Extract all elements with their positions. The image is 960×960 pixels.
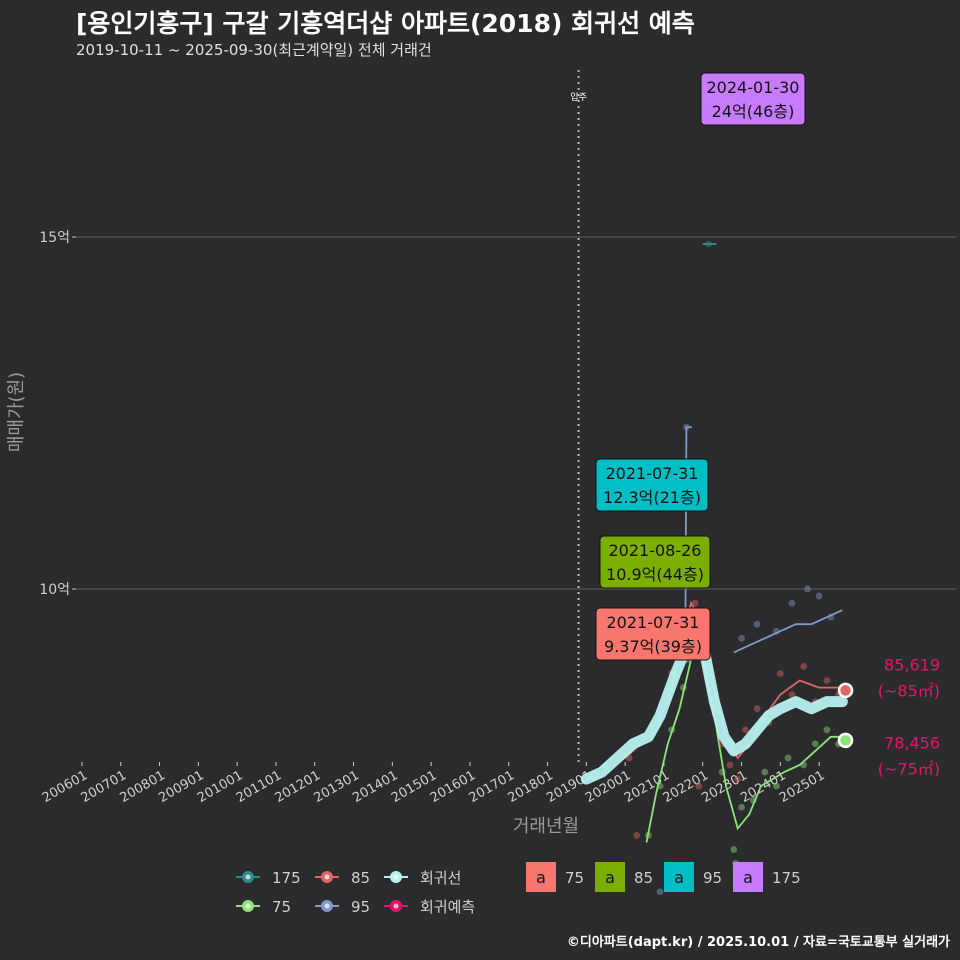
legend-label: 175 [272, 869, 301, 887]
legend-item: 175 [236, 869, 301, 887]
point-95 [656, 888, 664, 896]
trend-line-95 [733, 609, 843, 654]
regression-line [580, 625, 848, 785]
legend-swatch-item: a 95 [664, 862, 722, 892]
annotation-box [700, 72, 806, 126]
legend-swatch-label: 85 [634, 869, 653, 887]
legend-marker-inner [245, 874, 251, 880]
x-tick-label: 202501 [777, 768, 827, 806]
point-75 [738, 803, 745, 811]
y-tick-label: 15억 [39, 230, 70, 246]
source-caption: ©디아파트(dapt.kr) / 2025.10.01 / 자료=국토교통부 실… [566, 935, 950, 950]
point-75 [761, 768, 769, 776]
annotation-text: 12.3억(21층) [603, 488, 701, 507]
legend-item: 회귀예측 [384, 898, 475, 916]
legend-swatch-label: 75 [565, 869, 584, 887]
chart-title: [용인기흥구] 구갈 기흥역더샵 아파트(2018) 회귀선 예측 [76, 9, 695, 38]
point-75 [784, 754, 792, 762]
point-95 [804, 585, 811, 593]
annotation-label-75: 2021-07-31 9.37억(39층) [595, 607, 711, 661]
annotation-text: 10.9억(44층) [606, 565, 704, 584]
point-75 [730, 846, 738, 853]
point-75 [823, 726, 831, 734]
point-85 [726, 761, 734, 769]
annotation-date: 2021-07-31 [607, 613, 700, 632]
point-85 [734, 775, 742, 783]
legend-label: 95 [351, 898, 370, 916]
legend-item: 85 [315, 869, 370, 887]
annotation-box [599, 535, 711, 589]
legend-swatch [526, 862, 556, 892]
legend-marker-inner [393, 874, 399, 880]
point-85 [633, 832, 641, 839]
legend-marker-inner [245, 903, 251, 909]
legend-swatch [733, 862, 763, 892]
legend-label: 75 [272, 898, 291, 916]
point-85 [776, 670, 784, 677]
point-85 [753, 705, 761, 713]
forecast-value: 78,456 [884, 733, 940, 752]
legend-swatch-glyph: a [605, 868, 615, 887]
legend-label: 회귀선 [420, 869, 461, 887]
legend-swatch [595, 862, 625, 892]
point-85 [788, 691, 796, 698]
legend-swatch-item: a 175 [733, 862, 801, 892]
annotation-label-85: 2021-08-26 10.9억(44층) [599, 535, 711, 589]
legend-swatch-label: 175 [772, 869, 801, 887]
chart-subtitle: 2019-10-11 ~ 2025-09-30(최근계약일) 전체 거래건 [76, 41, 432, 59]
annotation-date: 2024-01-30 [707, 78, 800, 97]
point-95 [788, 599, 796, 607]
legend-swatch-item: a 85 [595, 862, 653, 892]
annotation-box [595, 607, 711, 661]
legend-item: 75 [236, 898, 291, 916]
move-in-label: 입주 [570, 91, 587, 103]
point-85 [742, 726, 749, 734]
y-axis-title: 매매가(원) [6, 372, 27, 452]
forecast-value: 85,619 [884, 655, 940, 674]
annotation-text: 24억(46층) [712, 102, 795, 121]
forecast-size: (~75㎡) [878, 759, 940, 778]
legend-label: 85 [351, 869, 370, 887]
annotation-label-175: 2024-01-30 24억(46층) [700, 72, 806, 126]
point-75 [811, 740, 819, 748]
legend-marker-inner [324, 874, 330, 880]
forecast-size: (~85㎡) [878, 681, 940, 700]
legend-item: 95 [315, 898, 370, 916]
legend-label: 회귀예측 [420, 898, 475, 916]
legend-swatch-glyph: a [536, 868, 546, 887]
point-95 [815, 592, 823, 600]
point-95 [753, 620, 761, 628]
point-85 [823, 677, 831, 684]
legend-marker-inner [324, 903, 330, 909]
annotation-text: 9.37억(39층) [604, 637, 702, 656]
legend-swatch-label: 95 [703, 869, 722, 887]
annotation-date: 2021-08-26 [609, 541, 702, 560]
legend-item: 회귀선 [384, 869, 461, 887]
annotation-date: 2021-07-31 [606, 464, 699, 483]
point-95 [738, 634, 745, 642]
point-85 [800, 663, 808, 670]
legend-swatch-glyph: a [674, 868, 684, 887]
annotation-label-95: 2021-07-31 12.3억(21층) [595, 458, 709, 512]
legend-marker-inner [393, 903, 399, 909]
forecast-point [837, 682, 854, 699]
point-75 [773, 782, 780, 790]
point-85 [691, 599, 699, 607]
legend-swatch-glyph: a [743, 868, 753, 887]
x-axis-title: 거래년월 [513, 816, 579, 837]
y-tick-label: 10억 [39, 582, 70, 598]
legend-swatch-item: a 75 [526, 862, 584, 892]
trend-line-75 [645, 658, 843, 843]
legend-swatch [664, 862, 694, 892]
point-85 [695, 782, 703, 790]
annotation-box [595, 458, 709, 512]
forecast-point [837, 732, 854, 749]
